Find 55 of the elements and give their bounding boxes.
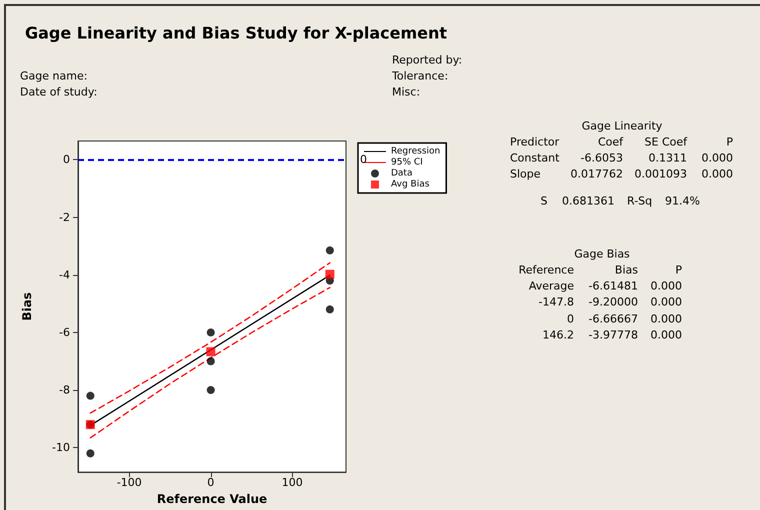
- text: -3.97778: [588, 328, 638, 342]
- legend-label: Data: [390, 168, 412, 178]
- text: S: [540, 194, 548, 208]
- y-tick-label: 0: [63, 153, 70, 166]
- legend-label: Avg Bias: [390, 180, 430, 190]
- text: 0: [567, 312, 574, 326]
- text: Gage name:: [20, 70, 88, 82]
- x-tick-label: 100: [282, 476, 303, 490]
- text: Average: [528, 280, 574, 292]
- text: Gage Bias: [574, 248, 630, 260]
- text: 0.681361: [562, 194, 614, 208]
- text: P: [726, 136, 734, 148]
- text: Constant: [510, 152, 560, 164]
- legend-label: 95% CI: [390, 158, 423, 168]
- text: Tolerance:: [391, 70, 448, 82]
- text: 0.000: [650, 328, 682, 342]
- legend-label: Regression: [390, 146, 440, 156]
- text: 0.000: [650, 296, 682, 308]
- text: 0.000: [702, 168, 733, 180]
- text: 0.017762: [570, 168, 623, 180]
- text: Reference: [518, 264, 574, 276]
- text: 91.4%: [665, 194, 700, 208]
- text: 0.001093: [634, 168, 687, 180]
- text: SE Coef: [644, 136, 688, 148]
- text: Reported by:: [392, 54, 462, 66]
- text: Gage Linearity: [582, 120, 663, 132]
- text: Coef: [598, 136, 624, 148]
- text: -6.6053: [580, 152, 623, 164]
- text: Predictor: [510, 136, 560, 148]
- text: 0.000: [650, 280, 682, 292]
- chart-title: Gage Linearity and Bias Study for X-placement: [25, 24, 448, 42]
- y-tick-label: -6: [59, 326, 70, 339]
- text: Date of study:: [20, 86, 98, 98]
- ref-line-label: 0: [360, 153, 367, 166]
- y-tick-label: -10: [52, 441, 70, 454]
- y-tick-label: -2: [59, 210, 70, 224]
- text: Slope: [510, 168, 541, 180]
- text: -9.20000: [588, 296, 638, 308]
- text: R-Sq: [627, 194, 652, 208]
- x-tick-label: 0: [207, 476, 214, 490]
- text: Bias: [614, 264, 638, 276]
- x-tick-label: -100: [116, 476, 142, 490]
- y-tick-label: -4: [59, 268, 70, 282]
- text: -6.61481: [588, 280, 638, 292]
- text: -147.8: [538, 296, 574, 308]
- y-tick-label: -8: [59, 384, 70, 397]
- text: 146.2: [542, 328, 574, 342]
- x-axis-title: Reference Value: [156, 492, 268, 506]
- text: 0.000: [702, 152, 733, 164]
- text: 0.000: [650, 312, 682, 326]
- text: -6.66667: [588, 312, 638, 326]
- text: P: [675, 264, 682, 276]
- text: Misc:: [392, 86, 420, 98]
- text: 0.1311: [648, 152, 687, 164]
- y-axis-title: Bias: [20, 292, 34, 321]
